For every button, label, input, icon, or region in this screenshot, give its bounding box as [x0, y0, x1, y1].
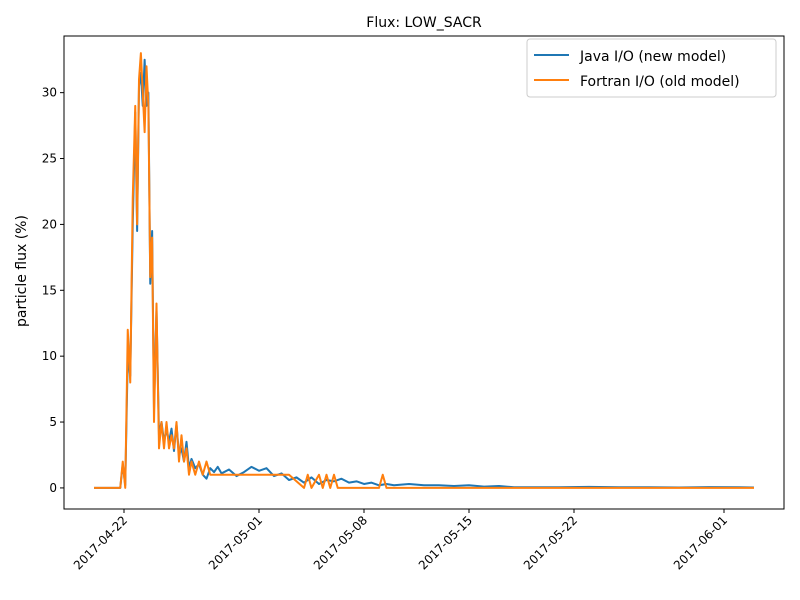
x-tick-label: 2017-05-15 — [416, 513, 475, 572]
x-tick-label: 2017-05-08 — [311, 513, 370, 572]
series-layer — [94, 52, 755, 489]
y-tick-label: 30 — [42, 86, 57, 100]
y-tick-label: 25 — [42, 152, 57, 166]
plot-frame — [63, 35, 785, 510]
series-line-fortran — [94, 52, 754, 489]
x-tick-label: 2017-05-22 — [521, 513, 580, 572]
y-axis-ticks: 0 5 10 15 20 25 30 — [42, 86, 64, 495]
x-axis-ticks: 2017-04-22 2017-05-01 2017-05-08 2017-05-15… — [71, 509, 730, 572]
y-tick-label: 10 — [42, 349, 57, 363]
x-tick-label: 2017-06-01 — [671, 513, 730, 572]
y-axis-label: particle flux (%) — [14, 215, 30, 327]
x-tick-label: 2017-05-01 — [206, 513, 265, 572]
y-tick-label: 5 — [49, 415, 57, 429]
legend-label-fortran: Fortran I/O (old model) — [580, 74, 740, 90]
legend-box — [526, 38, 777, 98]
series-line-java — [94, 58, 755, 489]
y-tick-label: 20 — [42, 217, 57, 231]
y-tick-label: 15 — [42, 283, 57, 297]
x-tick-label: 2017-04-22 — [71, 513, 130, 572]
chart-title: Flux: LOW_SACR — [366, 15, 482, 31]
y-tick-label: 0 — [49, 481, 57, 495]
legend-label-java: Java I/O (new model) — [579, 49, 726, 65]
legend: Java I/O (new model) Fortran I/O (old mo… — [526, 38, 777, 98]
